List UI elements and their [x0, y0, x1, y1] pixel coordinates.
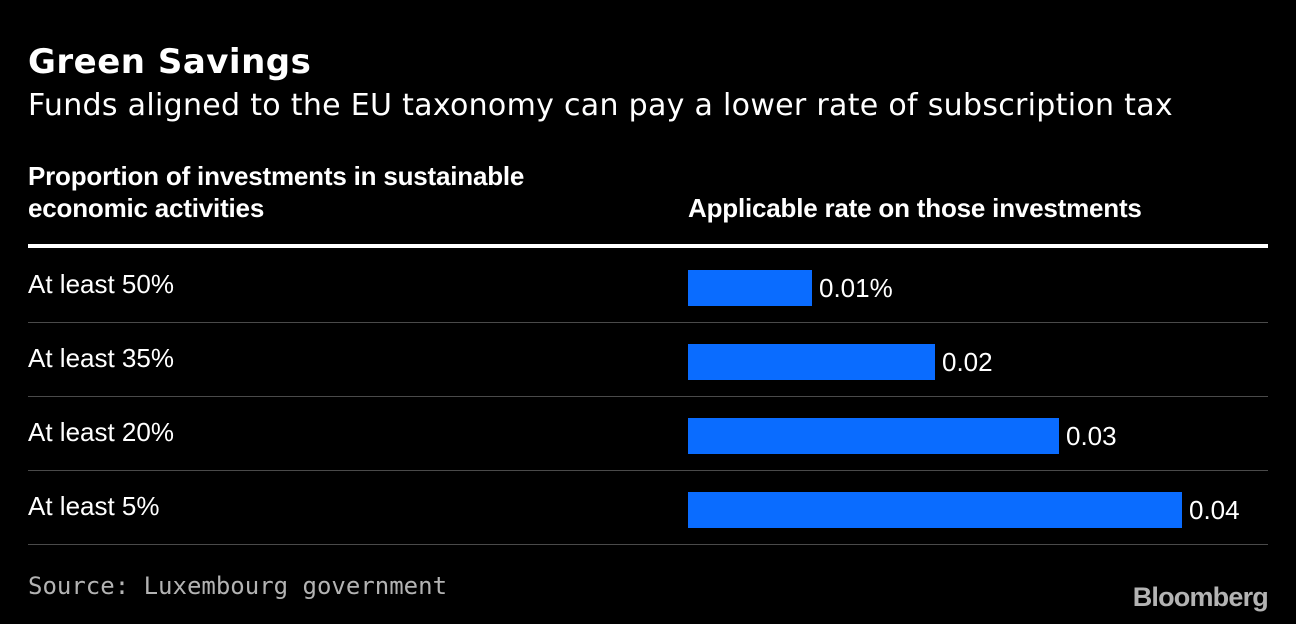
- source-note: Source: Luxembourg government: [28, 572, 448, 600]
- bar: [688, 492, 1182, 528]
- header-divider: [28, 244, 1268, 248]
- bar-value-label: 0.01%: [819, 273, 893, 303]
- row-divider: [28, 544, 1268, 545]
- chart-subtitle: Funds aligned to the EU taxonomy can pay…: [28, 88, 1173, 123]
- row-divider: [28, 322, 1268, 323]
- category-column-header: Proportion of investments in sustainable…: [28, 161, 525, 223]
- row-label: At least 35%: [28, 343, 174, 373]
- bar-value-label: 0.03: [1066, 421, 1117, 451]
- row-label: At least 50%: [28, 269, 174, 299]
- bar-value-label: 0.02: [942, 347, 993, 377]
- row-divider: [28, 396, 1268, 397]
- chart-title: Green Savings: [28, 42, 312, 82]
- value-column-header: Applicable rate on those investments: [688, 193, 1142, 223]
- bar: [688, 344, 935, 380]
- bar-value-label: 0.04: [1189, 495, 1240, 525]
- bloomberg-logo: Bloomberg: [1132, 582, 1269, 612]
- row-label: At least 20%: [28, 417, 174, 447]
- bar: [688, 418, 1059, 454]
- row-divider: [28, 470, 1268, 471]
- bar: [688, 270, 812, 306]
- row-label: At least 5%: [28, 491, 160, 521]
